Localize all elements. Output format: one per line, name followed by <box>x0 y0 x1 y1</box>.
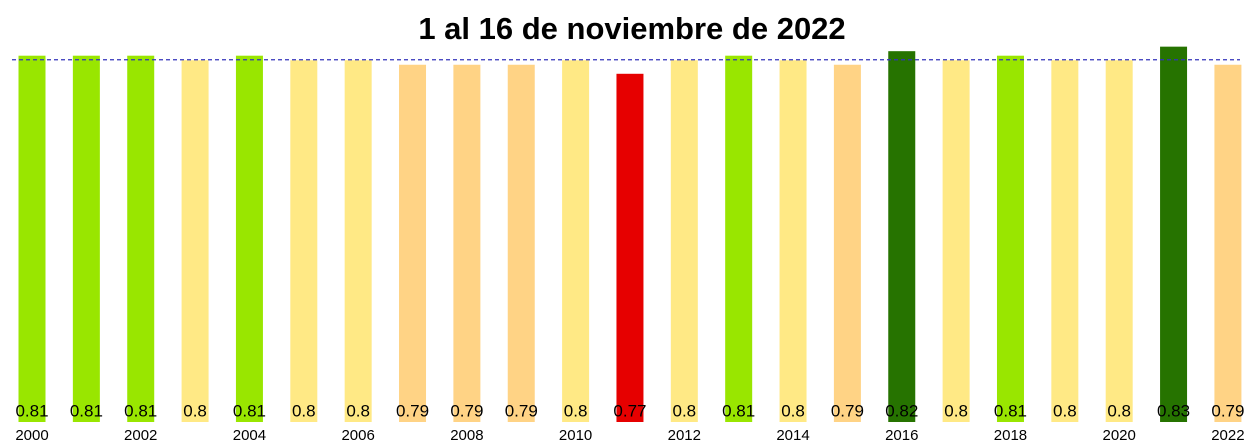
bar <box>399 64 427 422</box>
value-label: 0.8 <box>781 401 805 420</box>
bar <box>127 55 155 422</box>
x-tick-label: 2006 <box>341 427 374 443</box>
bar <box>72 55 100 422</box>
bar <box>507 64 535 422</box>
value-label: 0.8 <box>292 401 316 420</box>
bar <box>290 60 318 422</box>
value-label: 0.8 <box>944 401 968 420</box>
bar <box>344 60 372 422</box>
bar <box>1105 60 1133 422</box>
value-label: 0.79 <box>1211 401 1244 420</box>
value-label: 0.79 <box>831 401 864 420</box>
x-tick-label: 2004 <box>233 427 266 443</box>
value-label: 0.79 <box>505 401 538 420</box>
x-tick-label: 2022 <box>1211 427 1244 443</box>
bar <box>670 60 698 422</box>
x-tick-label: 2016 <box>885 427 918 443</box>
bar <box>833 64 861 422</box>
bar <box>1051 60 1079 422</box>
value-label: 0.79 <box>450 401 483 420</box>
bar <box>453 64 481 422</box>
bar <box>1214 64 1242 422</box>
bar <box>996 55 1024 422</box>
value-label: 0.79 <box>396 401 429 420</box>
bar <box>616 73 644 423</box>
bar <box>18 55 46 422</box>
bar <box>235 55 263 422</box>
bar <box>779 60 807 422</box>
bar <box>725 55 753 422</box>
bar <box>1160 46 1188 423</box>
x-tick-label: 2010 <box>559 427 592 443</box>
value-label: 0.81 <box>15 401 48 420</box>
x-tick-label: 2018 <box>994 427 1027 443</box>
bar <box>942 60 970 422</box>
x-tick-label: 2008 <box>450 427 483 443</box>
value-label: 0.8 <box>346 401 370 420</box>
bar <box>562 60 590 422</box>
x-tick-label: 2014 <box>776 427 809 443</box>
value-label: 0.8 <box>1053 401 1077 420</box>
value-label: 0.81 <box>70 401 103 420</box>
value-label: 0.81 <box>722 401 755 420</box>
chart-title: 1 al 16 de noviembre de 2022 <box>418 11 845 46</box>
x-tick-label: 2002 <box>124 427 157 443</box>
value-label: 0.8 <box>183 401 207 420</box>
value-label: 0.8 <box>672 401 696 420</box>
bar <box>181 60 209 422</box>
value-label: 0.82 <box>885 401 918 420</box>
bar <box>888 51 916 423</box>
value-label: 0.81 <box>994 401 1027 420</box>
x-tick-label: 2020 <box>1103 427 1136 443</box>
x-tick-label: 2000 <box>15 427 48 443</box>
value-label: 0.8 <box>564 401 588 420</box>
value-label: 0.81 <box>124 401 157 420</box>
value-label: 0.81 <box>233 401 266 420</box>
value-label: 0.77 <box>613 401 646 420</box>
value-label: 0.83 <box>1157 401 1190 420</box>
x-tick-label: 2012 <box>668 427 701 443</box>
value-label: 0.8 <box>1107 401 1131 420</box>
